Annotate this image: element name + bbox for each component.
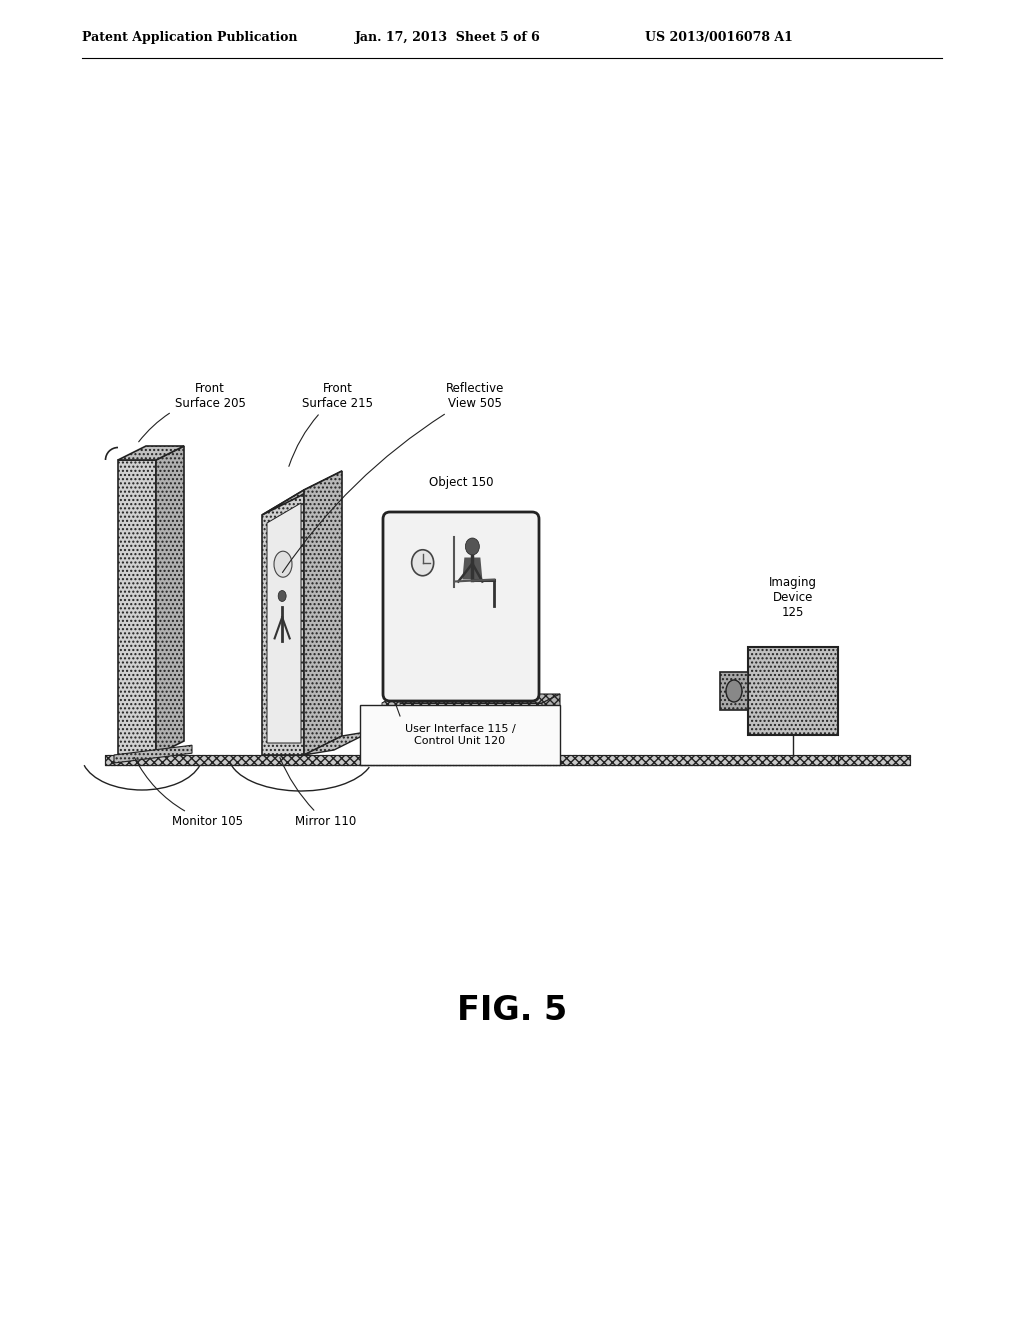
Polygon shape [382,704,542,725]
Polygon shape [156,446,184,755]
Text: US 2013/0016078 A1: US 2013/0016078 A1 [645,32,793,45]
Polygon shape [304,731,372,755]
Text: Reflective
View 505: Reflective View 505 [283,381,504,573]
Text: Object 150: Object 150 [429,477,494,488]
Polygon shape [304,471,342,755]
Polygon shape [542,694,560,725]
Text: FIG. 5: FIG. 5 [457,994,567,1027]
Ellipse shape [274,552,292,577]
Polygon shape [463,557,482,579]
Text: Front
Surface 215: Front Surface 215 [289,381,374,466]
Text: Imaging
Device
125: Imaging Device 125 [769,576,817,619]
Polygon shape [118,446,184,459]
Polygon shape [382,694,400,725]
Polygon shape [114,746,193,763]
Polygon shape [262,471,342,515]
Polygon shape [105,755,910,766]
Text: Jan. 17, 2013  Sheet 5 of 6: Jan. 17, 2013 Sheet 5 of 6 [355,32,541,45]
Polygon shape [267,503,301,743]
Text: User Interface 115 /
Control Unit 120: User Interface 115 / Control Unit 120 [404,725,515,746]
Ellipse shape [465,539,479,554]
Ellipse shape [412,549,433,576]
FancyBboxPatch shape [720,672,748,710]
FancyBboxPatch shape [383,512,539,701]
Ellipse shape [726,680,742,702]
FancyBboxPatch shape [748,647,838,735]
Polygon shape [382,694,560,704]
Text: Mirror 110: Mirror 110 [280,758,356,828]
FancyBboxPatch shape [360,705,560,766]
Ellipse shape [279,590,286,602]
Text: Front
Surface 205: Front Surface 205 [138,381,246,442]
Text: Patent Application Publication: Patent Application Publication [82,32,298,45]
Polygon shape [262,490,304,755]
Polygon shape [118,459,156,755]
Text: Monitor 105: Monitor 105 [134,758,243,828]
